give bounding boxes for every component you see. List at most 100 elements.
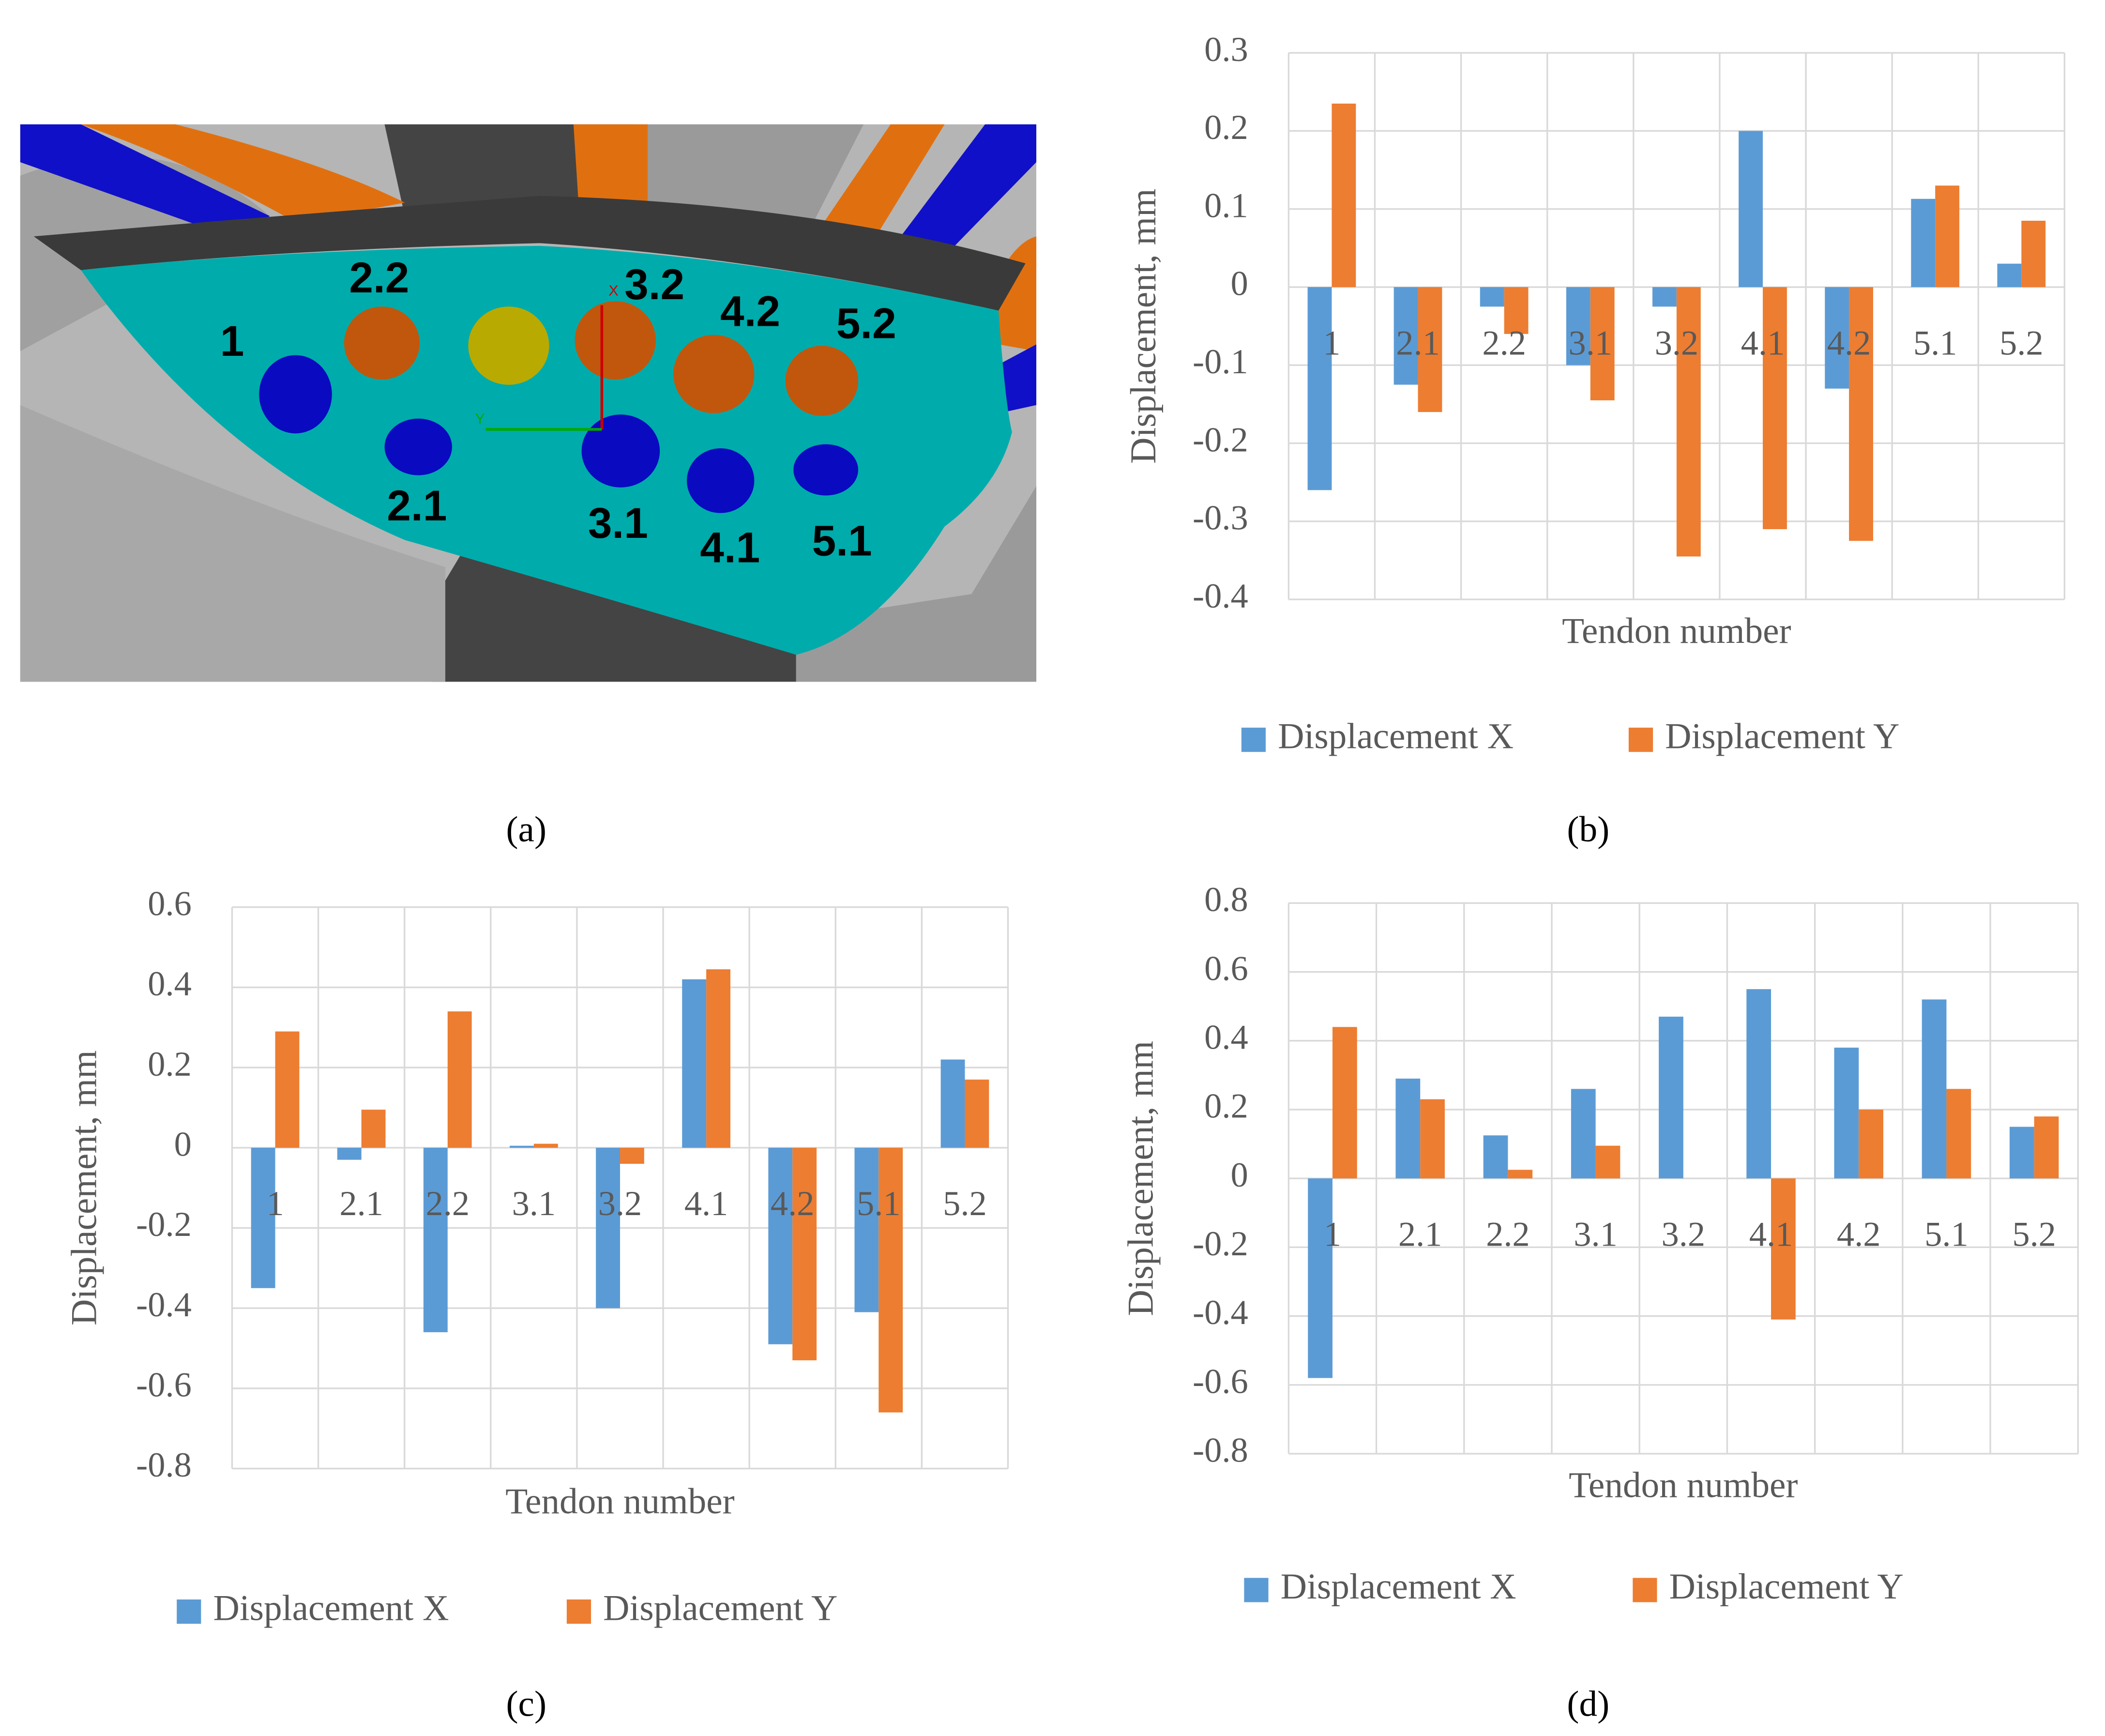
y-tick-label: -0.3: [1193, 498, 1248, 537]
hole: [575, 301, 656, 380]
tendon-label: 4.1: [700, 523, 760, 571]
y-axis-label: Displacement, mm: [64, 1050, 104, 1325]
bar: [1393, 287, 1418, 385]
legend-swatch: [1633, 1578, 1657, 1602]
x-tick-label: 4.1: [684, 1184, 728, 1223]
tube: [890, 124, 1037, 270]
bar: [1395, 1079, 1421, 1179]
legend-label: Displacement X: [1278, 716, 1514, 756]
bar: [1825, 287, 1849, 389]
x-tick-label: 2.2: [425, 1184, 469, 1223]
x-tick-label: 3.2: [1655, 323, 1699, 362]
panel-caption: (a): [506, 809, 546, 850]
x-tick-label: 4.2: [771, 1184, 815, 1223]
x-tick-label: 5.1: [1924, 1215, 1969, 1254]
x-tick-label: 1: [1324, 1215, 1341, 1254]
axis-label: X: [608, 283, 618, 299]
y-tick-label: -0.2: [1193, 1224, 1248, 1263]
bar: [768, 1147, 793, 1344]
bar: [1590, 287, 1615, 400]
bar: [706, 969, 730, 1148]
bar: [1418, 287, 1442, 412]
bar: [682, 979, 707, 1148]
hole: [384, 418, 452, 475]
legend-label: Displacement X: [1281, 1567, 1516, 1607]
axis-label: Y: [475, 411, 485, 427]
legend-swatch: [1241, 728, 1266, 752]
bar: [1771, 1178, 1796, 1320]
bar: [620, 1147, 644, 1164]
bar: [1480, 287, 1504, 307]
bar: [1307, 287, 1332, 490]
scene-shape: [384, 124, 635, 216]
scene-shape: [634, 124, 864, 230]
bar: [2021, 220, 2046, 288]
y-tick-label: 0.2: [1204, 107, 1248, 147]
bar: [1997, 263, 2022, 288]
hole: [687, 448, 755, 513]
bar: [1566, 287, 1590, 365]
bar: [854, 1147, 879, 1312]
y-tick-label: 0: [1230, 1155, 1248, 1194]
bar: [510, 1145, 534, 1148]
x-axis-label: Tendon number: [1569, 1465, 1798, 1506]
bar: [1504, 287, 1529, 334]
legend-swatch: [1244, 1578, 1269, 1602]
y-tick-label: -0.4: [1193, 1293, 1248, 1332]
tube: [81, 124, 405, 223]
x-tick-label: 3.1: [1568, 323, 1612, 362]
bar: [1652, 287, 1677, 307]
bar: [1922, 999, 1947, 1179]
y-axis-label: Displacement, mm: [1123, 188, 1164, 464]
bar: [251, 1147, 275, 1288]
y-tick-label: 0.6: [1204, 948, 1248, 988]
y-tick-label: 0.6: [148, 883, 192, 923]
x-tick-label: 2.1: [1396, 323, 1440, 362]
tendon-label: 3.1: [588, 499, 648, 547]
bar: [1739, 131, 1763, 288]
y-tick-label: -0.8: [1193, 1431, 1248, 1470]
x-tick-label: 1: [1323, 323, 1340, 362]
legend-label: Displacement Y: [1665, 716, 1899, 756]
legend-swatch: [1628, 728, 1653, 752]
bar: [1849, 287, 1873, 541]
tube: [998, 344, 1037, 412]
hole: [673, 335, 755, 413]
x-tick-label: 3.1: [1574, 1215, 1618, 1254]
x-tick-label: 3.1: [512, 1184, 556, 1223]
x-axis-label: Tendon number: [505, 1481, 734, 1522]
x-tick-label: 1: [266, 1184, 284, 1223]
x-tick-label: 5.2: [1999, 323, 2044, 362]
bar: [596, 1147, 621, 1309]
y-tick-label: 0.3: [1204, 30, 1248, 69]
bar: [2034, 1116, 2059, 1179]
x-tick-label: 5.1: [857, 1184, 901, 1223]
bar: [792, 1147, 817, 1360]
tendon-label: 5.1: [812, 516, 872, 564]
x-tick-label: 4.1: [1741, 323, 1785, 362]
hole: [344, 306, 420, 380]
tendon-label: 4.2: [720, 287, 780, 335]
bar: [1859, 1110, 1883, 1179]
scene-shape: [20, 405, 445, 682]
x-tick-label: 3.2: [598, 1184, 642, 1223]
y-tick-label: -0.1: [1193, 342, 1248, 381]
x-tick-label: 5.1: [1913, 323, 1957, 362]
bar: [337, 1147, 362, 1160]
y-tick-label: 0.2: [1204, 1086, 1248, 1126]
bar: [1332, 1027, 1357, 1179]
x-tick-label: 4.2: [1827, 323, 1871, 362]
y-tick-label: 0.4: [148, 964, 192, 1003]
bar: [533, 1143, 558, 1148]
render-3d: X Y 1 2.2 3.2 4.2 5.2 2.1 3.1 4.1 5.1: [20, 124, 1037, 682]
tendon-label: 2.1: [387, 481, 447, 530]
hole: [468, 306, 549, 385]
plate: [81, 245, 1012, 655]
panel-caption: (c): [506, 1684, 546, 1724]
hole: [581, 414, 660, 487]
bar: [965, 1080, 989, 1148]
y-tick-label: -0.6: [1193, 1361, 1248, 1401]
legend-label: Displacement Y: [603, 1588, 837, 1628]
hole: [259, 355, 332, 434]
panel-caption: (b): [1567, 809, 1609, 850]
